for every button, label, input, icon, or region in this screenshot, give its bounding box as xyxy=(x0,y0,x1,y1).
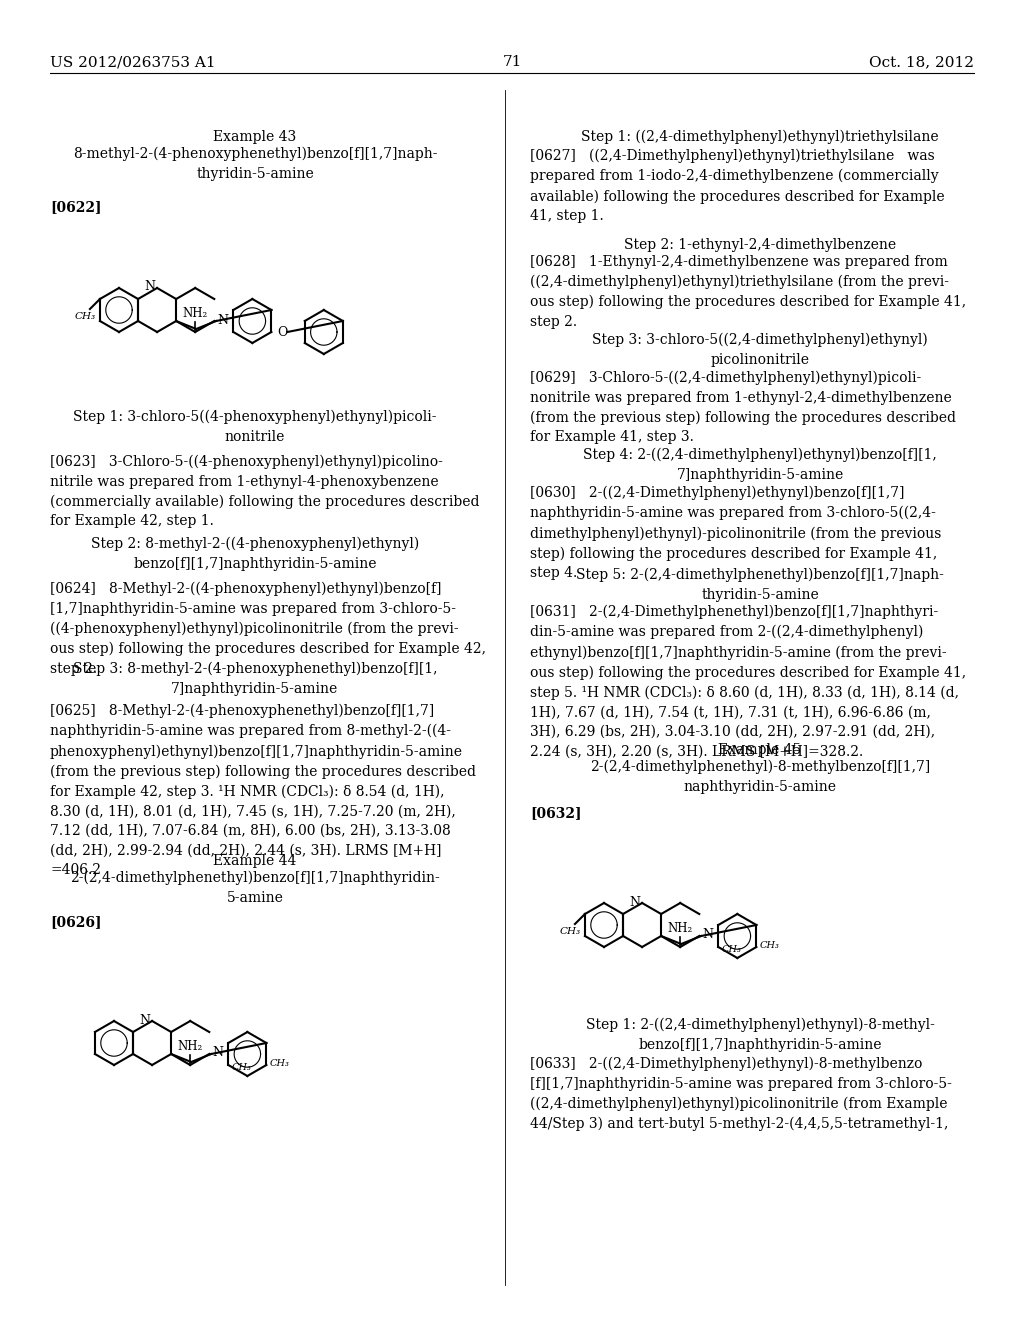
Text: CH₃: CH₃ xyxy=(269,1059,290,1068)
Text: Step 2: 8-methyl-2-((4-phenoxyphenyl)ethynyl)
benzo[f][1,7]naphthyridin-5-amine: Step 2: 8-methyl-2-((4-phenoxyphenyl)eth… xyxy=(91,537,419,570)
Text: Example 44: Example 44 xyxy=(213,854,297,869)
Text: N: N xyxy=(212,1047,223,1060)
Text: [0627]   ((2,4-Dimethylphenyl)ethynyl)triethylsilane   was
prepared from 1-iodo-: [0627] ((2,4-Dimethylphenyl)ethynyl)trie… xyxy=(530,149,944,223)
Text: NH₂: NH₂ xyxy=(177,1040,203,1053)
Text: Step 5: 2-(2,4-dimethylphenethyl)benzo[f][1,7]naph-
thyridin-5-amine: Step 5: 2-(2,4-dimethylphenethyl)benzo[f… xyxy=(577,568,944,602)
Text: [0631]   2-(2,4-Dimethylphenethyl)benzo[f][1,7]naphthyri-
din-5-amine was prepar: [0631] 2-(2,4-Dimethylphenethyl)benzo[f]… xyxy=(530,605,966,758)
Text: CH₃: CH₃ xyxy=(231,1063,251,1072)
Text: NH₂: NH₂ xyxy=(182,308,208,319)
Text: Step 3: 8-methyl-2-(4-phenoxyphenethyl)benzo[f][1,
7]naphthyridin-5-amine: Step 3: 8-methyl-2-(4-phenoxyphenethyl)b… xyxy=(73,663,437,696)
Text: Step 4: 2-((2,4-dimethylphenyl)ethynyl)benzo[f][1,
7]naphthyridin-5-amine: Step 4: 2-((2,4-dimethylphenyl)ethynyl)b… xyxy=(583,447,937,482)
Text: CH₃: CH₃ xyxy=(75,312,95,321)
Text: 71: 71 xyxy=(503,55,521,69)
Text: O: O xyxy=(278,326,288,338)
Text: Oct. 18, 2012: Oct. 18, 2012 xyxy=(869,55,974,69)
Text: CH₃: CH₃ xyxy=(760,940,779,949)
Text: N: N xyxy=(217,314,228,326)
Text: 2-(2,4-dimethylphenethyl)benzo[f][1,7]naphthyridin-
5-amine: 2-(2,4-dimethylphenethyl)benzo[f][1,7]na… xyxy=(70,871,440,906)
Text: Step 1: 2-((2,4-dimethylphenyl)ethynyl)-8-methyl-
benzo[f][1,7]naphthyridin-5-am: Step 1: 2-((2,4-dimethylphenyl)ethynyl)-… xyxy=(586,1018,935,1052)
Text: [0623]   3-Chloro-5-((4-phenoxyphenyl)ethynyl)picolino-
nitrile was prepared fro: [0623] 3-Chloro-5-((4-phenoxyphenyl)ethy… xyxy=(50,455,479,528)
Text: [0633]   2-((2,4-Dimethylphenyl)ethynyl)-8-methylbenzo
[f][1,7]naphthyridin-5-am: [0633] 2-((2,4-Dimethylphenyl)ethynyl)-8… xyxy=(530,1057,952,1131)
Text: [0629]   3-Chloro-5-((2,4-dimethylphenyl)ethynyl)picoli-
nonitrile was prepared : [0629] 3-Chloro-5-((2,4-dimethylphenyl)e… xyxy=(530,371,956,445)
Text: [0625]   8-Methyl-2-(4-phenoxyphenethyl)benzo[f][1,7]
naphthyridin-5-amine was p: [0625] 8-Methyl-2-(4-phenoxyphenethyl)be… xyxy=(50,704,476,876)
Text: [0626]: [0626] xyxy=(50,915,101,929)
Text: Step 3: 3-chloro-5((2,4-dimethylphenyl)ethynyl)
picolinonitrile: Step 3: 3-chloro-5((2,4-dimethylphenyl)e… xyxy=(592,333,928,367)
Text: N: N xyxy=(144,281,155,293)
Text: 2-(2,4-dimethylphenethyl)-8-methylbenzo[f][1,7]
naphthyridin-5-amine: 2-(2,4-dimethylphenethyl)-8-methylbenzo[… xyxy=(590,760,930,793)
Text: [0624]   8-Methyl-2-((4-phenoxyphenyl)ethynyl)benzo[f]
[1,7]naphthyridin-5-amine: [0624] 8-Methyl-2-((4-phenoxyphenyl)ethy… xyxy=(50,582,486,676)
Text: [0628]   1-Ethynyl-2,4-dimethylbenzene was prepared from
((2,4-dimethylphenyl)et: [0628] 1-Ethynyl-2,4-dimethylbenzene was… xyxy=(530,255,966,329)
Text: 8-methyl-2-(4-phenoxyphenethyl)benzo[f][1,7]naph-
thyridin-5-amine: 8-methyl-2-(4-phenoxyphenethyl)benzo[f][… xyxy=(73,147,437,181)
Text: Step 2: 1-ethynyl-2,4-dimethylbenzene: Step 2: 1-ethynyl-2,4-dimethylbenzene xyxy=(624,238,896,252)
Text: [0632]: [0632] xyxy=(530,807,582,820)
Text: Step 1: 3-chloro-5((4-phenoxyphenyl)ethynyl)picoli-
nonitrile: Step 1: 3-chloro-5((4-phenoxyphenyl)ethy… xyxy=(74,411,437,444)
Text: [0630]   2-((2,4-Dimethylphenyl)ethynyl)benzo[f][1,7]
naphthyridin-5-amine was p: [0630] 2-((2,4-Dimethylphenyl)ethynyl)be… xyxy=(530,486,941,581)
Text: N: N xyxy=(139,1014,151,1027)
Text: CH₃: CH₃ xyxy=(721,945,741,953)
Text: NH₂: NH₂ xyxy=(668,921,693,935)
Text: N: N xyxy=(629,895,640,908)
Text: Example 43: Example 43 xyxy=(213,129,297,144)
Text: Step 1: ((2,4-dimethylphenyl)ethynyl)triethylsilane: Step 1: ((2,4-dimethylphenyl)ethynyl)tri… xyxy=(582,129,939,144)
Text: CH₃: CH₃ xyxy=(559,927,581,936)
Text: N: N xyxy=(702,928,714,941)
Text: [0622]: [0622] xyxy=(50,201,101,214)
Text: US 2012/0263753 A1: US 2012/0263753 A1 xyxy=(50,55,216,69)
Text: Example 45: Example 45 xyxy=(719,743,802,756)
